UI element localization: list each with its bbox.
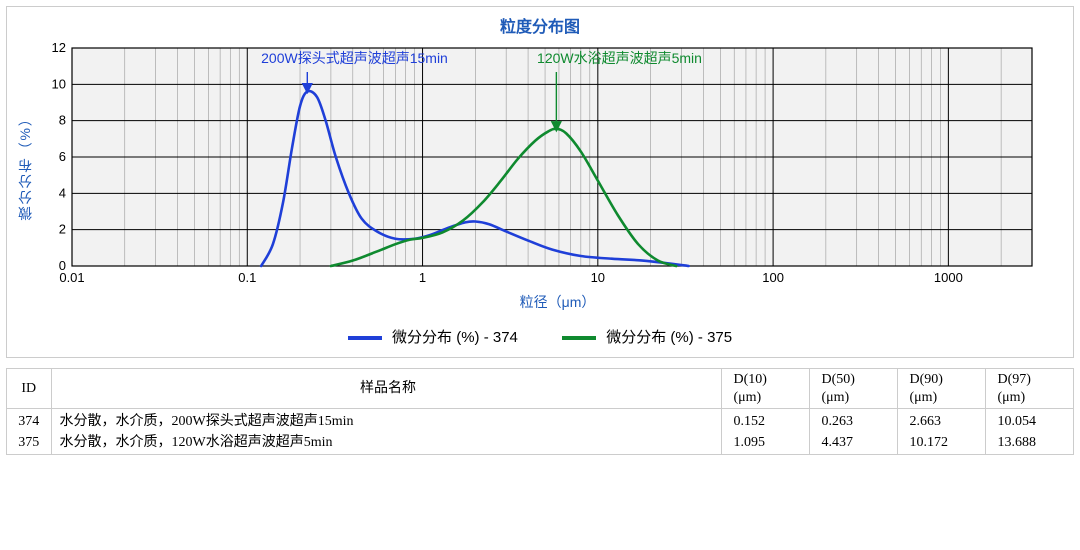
- cell-d90: 10.172: [897, 433, 985, 454]
- svg-text:8: 8: [59, 113, 66, 128]
- col-header-d97: D(97)(μm): [985, 369, 1073, 409]
- svg-text:12: 12: [52, 43, 66, 55]
- svg-text:4: 4: [59, 185, 66, 200]
- svg-text:100: 100: [762, 270, 784, 285]
- chart-legend: 微分分布 (%) - 374 微分分布 (%) - 375: [15, 326, 1065, 347]
- svg-text:1000: 1000: [934, 270, 963, 285]
- table-body: 374水分散，水介质，200W探头式超声波超声15min0.1520.2632.…: [7, 409, 1073, 454]
- cell-id: 374: [7, 409, 51, 433]
- legend-label-375: 微分分布 (%) - 375: [606, 329, 732, 346]
- svg-text:10: 10: [591, 270, 605, 285]
- col-header-id: ID: [7, 369, 51, 409]
- svg-text:6: 6: [59, 149, 66, 164]
- legend-label-374: 微分分布 (%) - 374: [392, 329, 518, 346]
- svg-text:10: 10: [52, 76, 66, 91]
- legend-swatch-374: [348, 336, 382, 340]
- cell-d10: 0.152: [721, 409, 809, 433]
- cell-name: 水分散，水介质，120W水浴超声波超声5min: [51, 433, 721, 454]
- table-header-row: ID 样品名称 D(10)(μm) D(50)(μm) D(90)(μm) D(…: [7, 369, 1073, 409]
- data-table-panel: ID 样品名称 D(10)(μm) D(50)(μm) D(90)(μm) D(…: [6, 368, 1074, 455]
- col-header-d90: D(90)(μm): [897, 369, 985, 409]
- data-table: ID 样品名称 D(10)(μm) D(50)(μm) D(90)(μm) D(…: [7, 369, 1073, 454]
- cell-d50: 0.263: [809, 409, 897, 433]
- y-axis-label: 微分分布（%）: [15, 110, 35, 220]
- svg-text:1: 1: [419, 270, 426, 285]
- svg-text:2: 2: [59, 222, 66, 237]
- col-header-name: 样品名称: [51, 369, 721, 409]
- cell-id: 375: [7, 433, 51, 454]
- legend-swatch-375: [562, 336, 596, 340]
- cell-d50: 4.437: [809, 433, 897, 454]
- x-axis-label: 粒径（μm）: [50, 292, 1065, 312]
- col-header-d10: D(10)(μm): [721, 369, 809, 409]
- cell-d97: 10.054: [985, 409, 1073, 433]
- chart-title: 粒度分布图: [15, 13, 1065, 37]
- cell-d90: 2.663: [897, 409, 985, 433]
- svg-text:0: 0: [59, 258, 66, 273]
- svg-text:120W水浴超声波超声5min: 120W水浴超声波超声5min: [537, 50, 702, 66]
- legend-item-375: 微分分布 (%) - 375: [562, 326, 732, 347]
- col-header-d50: D(50)(μm): [809, 369, 897, 409]
- cell-name: 水分散，水介质，200W探头式超声波超声15min: [51, 409, 721, 433]
- table-row: 375水分散，水介质，120W水浴超声波超声5min1.0954.43710.1…: [7, 433, 1073, 454]
- cell-d97: 13.688: [985, 433, 1073, 454]
- chart-panel: 粒度分布图 微分分布（%） 0.010.11101001000024681012…: [6, 6, 1074, 358]
- chart-plot: 0.010.11101001000024681012200W探头式超声波超声15…: [37, 43, 1037, 288]
- svg-text:200W探头式超声波超声15min: 200W探头式超声波超声15min: [261, 50, 448, 66]
- cell-d10: 1.095: [721, 433, 809, 454]
- table-row: 374水分散，水介质，200W探头式超声波超声15min0.1520.2632.…: [7, 409, 1073, 433]
- svg-text:0.1: 0.1: [238, 270, 256, 285]
- legend-item-374: 微分分布 (%) - 374: [348, 326, 518, 347]
